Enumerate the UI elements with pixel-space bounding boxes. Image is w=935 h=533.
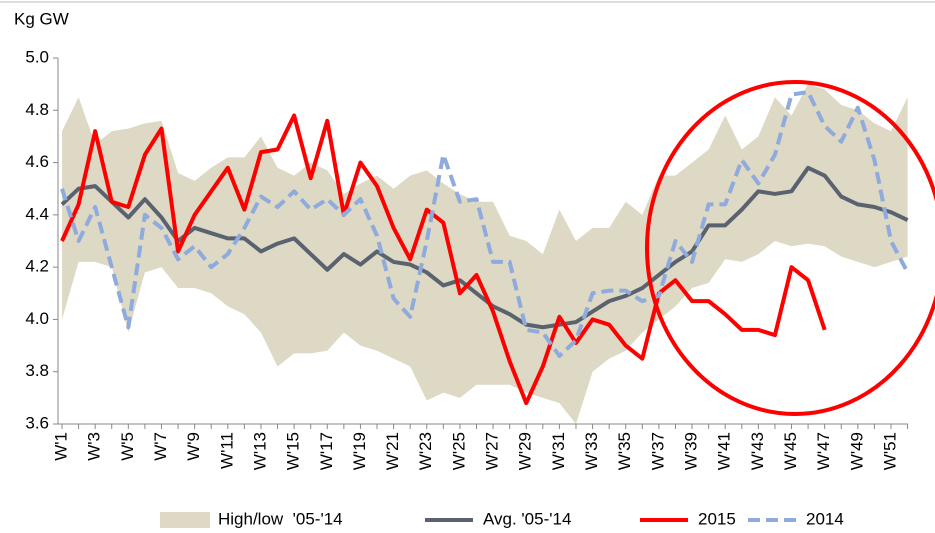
x-tick-label: W'19 — [350, 432, 369, 470]
x-tick-label: W'43 — [748, 432, 767, 470]
series-line — [60, 165, 909, 330]
highlight-circle — [645, 80, 935, 416]
x-tick-label: W'25 — [449, 432, 468, 470]
y-tick-label: 4.0 — [25, 309, 49, 328]
x-tick-label: W'47 — [814, 432, 833, 470]
x-tick-label: W'29 — [516, 432, 535, 470]
y-tick-label: 4.8 — [25, 100, 49, 119]
y-tick-label: 4.2 — [25, 257, 49, 276]
x-tick-label: W'51 — [880, 432, 899, 470]
x-tick-label: W'5 — [118, 432, 137, 461]
x-tick-label: W'11 — [217, 432, 236, 469]
high-low-band — [62, 84, 908, 425]
legend-label: High/low '05-'14 — [218, 509, 343, 528]
x-tick-label: W'9 — [184, 432, 203, 461]
y-tick-label: 4.6 — [25, 152, 49, 171]
x-tick-label: W'21 — [383, 432, 402, 470]
legend-label: 2014 — [806, 509, 844, 528]
y-axis-label: Kg GW — [14, 9, 69, 28]
x-tick-label: W'3 — [85, 432, 104, 461]
x-tick-label: W'45 — [781, 432, 800, 470]
x-tick-label: W'41 — [715, 432, 734, 470]
x-tick-label: W'35 — [615, 432, 634, 470]
x-tick-label: W'31 — [549, 432, 568, 470]
x-tick-label: W'1 — [51, 432, 70, 461]
y-tick-label: 4.4 — [25, 204, 49, 223]
x-tick-label: W'37 — [648, 432, 667, 470]
x-tick-label: W'15 — [284, 432, 303, 470]
series-line — [60, 113, 827, 406]
x-tick-label: W'7 — [151, 432, 170, 461]
x-tick-label: W'27 — [483, 432, 502, 470]
x-tick-label: W'33 — [582, 432, 601, 470]
x-tick-label: W'17 — [317, 432, 336, 470]
x-tick-label: W'13 — [250, 432, 269, 470]
y-tick-label: 5.0 — [25, 47, 49, 66]
legend-label: 2015 — [698, 509, 736, 528]
series-line — [60, 89, 910, 359]
y-tick-label: 3.6 — [25, 413, 49, 432]
y-tick-label: 3.8 — [25, 361, 49, 380]
x-tick-label: W'23 — [416, 432, 435, 470]
x-tick-label: W'49 — [847, 432, 866, 470]
legend-swatch — [160, 512, 210, 528]
x-tick-label: W'39 — [682, 432, 701, 470]
legend-label: Avg. '05-'14 — [483, 509, 571, 528]
plot-area: 3.6 3.8 4.0 4.2 4.4 4.6 4.8 5.0 W'1 W'3 W'5 W'7 W'9 W… — [25, 47, 910, 528]
